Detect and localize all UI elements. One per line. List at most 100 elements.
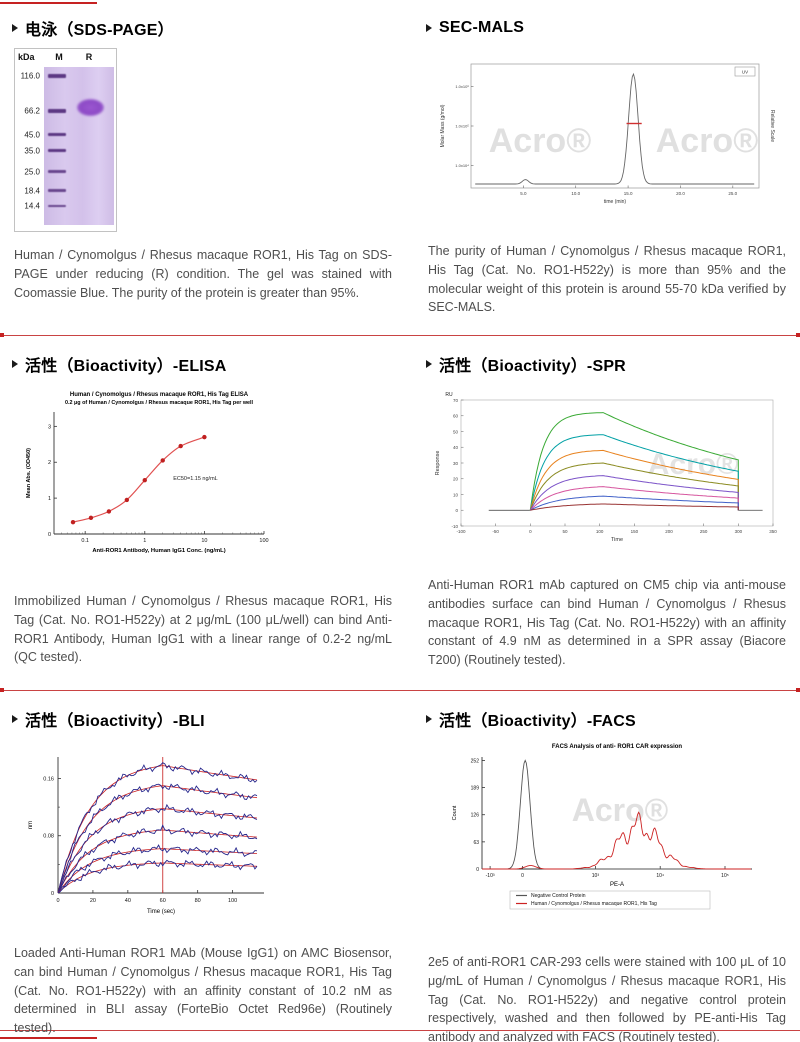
triangle-bullet-icon: [12, 24, 18, 32]
x-tick-label: 80: [195, 898, 201, 904]
bli-figure: 0 20 40 60 80 100 0 0.08 0.16 nm Time (sec): [20, 745, 394, 930]
x-tick-label: -100: [456, 529, 466, 534]
data-point: [142, 477, 147, 483]
spr-series-line: [529, 449, 739, 511]
y-axis-label: nm: [28, 821, 34, 829]
row-1: 电泳（SDS-PAGE） kDa M R 116.0 66.2 45.0 35.0 25.0 1…: [0, 0, 800, 336]
spr-series-line: [530, 495, 739, 511]
x-tick-label: 0: [56, 898, 59, 904]
bli-data-line: [57, 803, 258, 894]
gel-marker-label: 116.0: [20, 71, 40, 81]
y-axis-label: Count: [452, 805, 458, 820]
data-point: [106, 509, 112, 514]
x-tick-label: 15.0: [623, 191, 632, 196]
spr-series-line: [529, 412, 739, 511]
x-tick-label: -50: [492, 529, 499, 534]
facs-figure: FACS Analysis of anti- ROR1 CAR expressi…: [426, 739, 788, 939]
x-axis-label: Time: [611, 537, 623, 543]
watermark: Acro®: [571, 792, 668, 828]
spr-series-line: [529, 462, 739, 511]
x-tick-label: 100: [596, 529, 604, 534]
spr-series-line: [529, 475, 739, 511]
y-tick-label: 40: [453, 445, 459, 450]
x-tick-label: 0.1: [81, 538, 89, 544]
y-tick-label: 60: [453, 414, 459, 419]
bli-data-line: [57, 762, 258, 894]
x-tick-label: 10⁵: [721, 873, 729, 879]
legend-box: [734, 66, 755, 77]
x-tick-label: 40: [125, 898, 131, 904]
y-axis-label: Response: [435, 451, 441, 476]
gel-marker-label: 18.4: [24, 186, 40, 196]
x-tick-label: 350: [769, 529, 777, 534]
x-tick-label: 10⁴: [656, 873, 664, 879]
x-tick-label: 5.0: [520, 191, 527, 196]
spr-series-line: [529, 486, 739, 511]
bli-data-line: [57, 859, 258, 894]
spr-header: 活性（Bioactivity）-SPR: [426, 354, 788, 375]
legend-label: Human / Cynomolgus / Rhesus macaque ROR1…: [531, 901, 657, 907]
bli-fit-line: [57, 848, 258, 894]
data-point: [178, 443, 183, 449]
bli-header: 活性（Bioactivity）-BLI: [12, 709, 394, 730]
x-axis-label: time (min): [603, 199, 626, 205]
section-sds-page: 电泳（SDS-PAGE） kDa M R 116.0 66.2 45.0 35.0 25.0 1…: [0, 0, 416, 335]
y-tick-label: 63: [473, 840, 479, 846]
spr-title: 活性（Bioactivity）-SPR: [439, 358, 626, 375]
x-tick-label: 250: [700, 529, 708, 534]
section-facs: 活性（Bioactivity）-FACS FACS Analysis of an…: [416, 691, 800, 1042]
x-tick-label: 0: [521, 873, 524, 879]
sec-mals-title: SEC-MALS: [439, 19, 525, 36]
y-tick-label: 30: [453, 461, 459, 466]
x-tick-label: 10.0: [571, 191, 580, 196]
chart-subtitle: 0.2 μg of Human / Cynomolgus / Rhesus ma…: [65, 400, 254, 406]
y-tick-label: 0: [476, 867, 479, 873]
x-axis-label: Anti-ROR1 Antibody, Human IgG1 Conc. (ng…: [92, 548, 225, 554]
divider-edge-mark: [0, 333, 4, 337]
sec-mals-figure: Acro® Acro® 5.0 10.0 15.0 20.0 25.0 time (min) 1…: [426, 54, 788, 222]
x-tick-label: 200: [665, 529, 673, 534]
gel-marker-label: 35.0: [24, 146, 40, 156]
row-3: 活性（Bioactivity）-BLI 0 20 40 60 80 100 0 0.08 0.1…: [0, 691, 800, 1042]
elisa-header: 活性（Bioactivity）-ELISA: [12, 354, 394, 375]
spr-series-line: [529, 434, 739, 511]
data-point: [124, 497, 130, 503]
y-tick-label: 0: [51, 891, 54, 897]
x-tick-label: 100: [259, 538, 268, 544]
y-tick-label: 2: [48, 460, 51, 466]
gel-marker-label: 25.0: [24, 167, 40, 177]
section-elisa: 活性（Bioactivity）-ELISA Human / Cynomolgus…: [0, 336, 416, 690]
gel-lane-label: M: [55, 52, 63, 62]
data-point: [70, 519, 76, 525]
ru-corner-label: RU: [445, 392, 453, 398]
elisa-title: 活性（Bioactivity）-ELISA: [25, 358, 227, 375]
gel-lanes-area: [44, 67, 114, 225]
triangle-bullet-icon: [426, 24, 432, 32]
ec50-annotation: EC50=1.15 ng/mL: [173, 476, 218, 482]
gel-marker-band: [48, 133, 66, 136]
bli-fit-line: [57, 862, 258, 894]
y-tick-label: 50: [453, 429, 459, 434]
gel-marker-band: [48, 204, 66, 208]
gel-marker-band: [48, 189, 66, 192]
sample-histogram: [481, 811, 751, 870]
x-axis-label: Time (sec): [147, 909, 175, 915]
bli-caption: Loaded Anti-Human ROR1 MAb (Mouse IgG1) …: [14, 946, 392, 1035]
x-tick-label: 0: [529, 529, 532, 534]
triangle-bullet-icon: [12, 360, 18, 368]
bli-data-line: [57, 844, 258, 894]
x-tick-label: 20: [90, 898, 96, 904]
sec-mals-header: SEC-MALS: [426, 18, 788, 38]
y-tick-label: -10: [451, 524, 458, 529]
y-axis-label-right: Relative Scale: [769, 110, 775, 142]
y-tick-label: 0: [48, 532, 51, 538]
x-tick-label: -10³: [485, 873, 494, 879]
watermark: Acro®: [488, 122, 591, 160]
gel-marker-band: [48, 109, 66, 113]
y-axis-label: Mean Abs. (OD450): [26, 448, 32, 498]
data-point: [88, 515, 94, 521]
legend-box: [509, 890, 710, 910]
y-tick-label: 1: [48, 496, 51, 502]
bli-data-line: [57, 783, 258, 894]
data-point: [160, 458, 165, 463]
